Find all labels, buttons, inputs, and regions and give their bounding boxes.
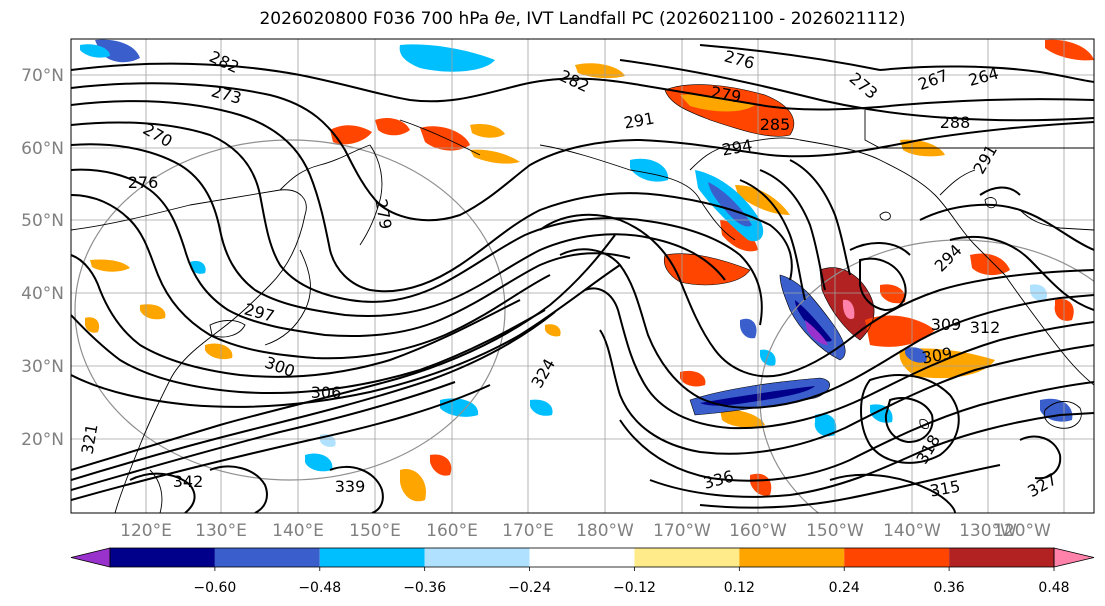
colorbar-box — [424, 548, 530, 567]
colorbar-tick-label: −0.12 — [613, 580, 656, 596]
colorbar-tick-label: 0.36 — [934, 580, 965, 596]
colorbar-tick-label: 0.12 — [724, 580, 755, 596]
colorbar-box — [214, 548, 320, 567]
colorbar-box — [949, 548, 1054, 567]
colorbar-extend-max — [1053, 547, 1095, 568]
contour-label: 306 — [311, 383, 342, 402]
colorbar-box — [529, 548, 635, 567]
colorbar-tick-label: 0.24 — [829, 580, 860, 596]
colorbar: −0.60 −0.48 −0.36 −0.24 −0.12 0.12 0.24 0.36 0.4… — [70, 547, 1095, 596]
colorbar-tick-label: −0.60 — [193, 580, 236, 596]
lon-label: 180°W — [576, 521, 634, 541]
contour-label: 285 — [760, 115, 791, 134]
contour-label: 288 — [940, 113, 971, 132]
title-prefix: 2026020800 F036 700 hPa — [259, 9, 495, 29]
theta-e-contours — [71, 44, 1094, 513]
lat-label: 60°N — [21, 139, 64, 159]
lon-label: 120°E — [120, 521, 172, 541]
title-suffix: , IVT Landfall PC (2026021100 - 20260211… — [515, 9, 906, 29]
map-title: 2026020800 F036 700 hPa θe, IVT Landfall… — [0, 9, 1105, 29]
lon-label: 160°W — [729, 521, 787, 541]
lon-label: 130°W — [959, 521, 1017, 541]
lat-label: 30°N — [21, 357, 64, 377]
lon-label: 150°W — [806, 521, 864, 541]
colorbar-tick-label: −0.36 — [403, 580, 446, 596]
colorbar-box — [844, 548, 950, 567]
domain-circles — [74, 139, 1094, 513]
colorbar-outline — [109, 547, 1055, 568]
lon-label: 120°W — [993, 521, 1051, 541]
lat-label: 20°N — [21, 430, 64, 450]
map-frame — [70, 38, 1095, 514]
colorbar-box — [739, 548, 845, 567]
shading-outlines — [663, 84, 875, 416]
colorbar-box — [634, 548, 740, 567]
lon-label: 160°E — [426, 521, 478, 541]
coastlines — [71, 110, 1094, 513]
contour-label: 342 — [173, 472, 204, 491]
colorbar-tick-label: −0.48 — [298, 580, 341, 596]
lon-label: 140°E — [272, 521, 324, 541]
latitude-labels: 70°N 60°N 50°N 40°N 30°N 20°N — [21, 66, 64, 450]
lon-label: 170°W — [653, 521, 711, 541]
colorbar-extend-min — [70, 547, 111, 568]
colorbar-box — [110, 548, 215, 567]
lon-label: 170°E — [502, 521, 554, 541]
colorbar-box — [319, 548, 425, 567]
title-symbol: θe — [494, 9, 516, 29]
lon-label: 150°E — [349, 521, 401, 541]
contour-label: 312 — [970, 318, 1001, 337]
lon-label: 140°W — [883, 521, 941, 541]
lat-label: 40°N — [21, 284, 64, 304]
contour-label: 339 — [335, 477, 366, 496]
graticule — [71, 39, 1094, 513]
lon-label: 130°E — [195, 521, 247, 541]
contour-label: 309 — [931, 315, 962, 334]
lat-label: 50°N — [21, 211, 64, 231]
lat-label: 70°N — [21, 66, 64, 86]
longitude-labels: 120°E 130°E 140°E 150°E 160°E 170°E 180°W 170°W… — [120, 521, 1051, 541]
colorbar-tick-label: 0.48 — [1038, 580, 1069, 596]
contour-label: 276 — [128, 173, 159, 192]
colorbar-tick-label: −0.24 — [508, 580, 551, 596]
map-content — [71, 39, 1094, 513]
